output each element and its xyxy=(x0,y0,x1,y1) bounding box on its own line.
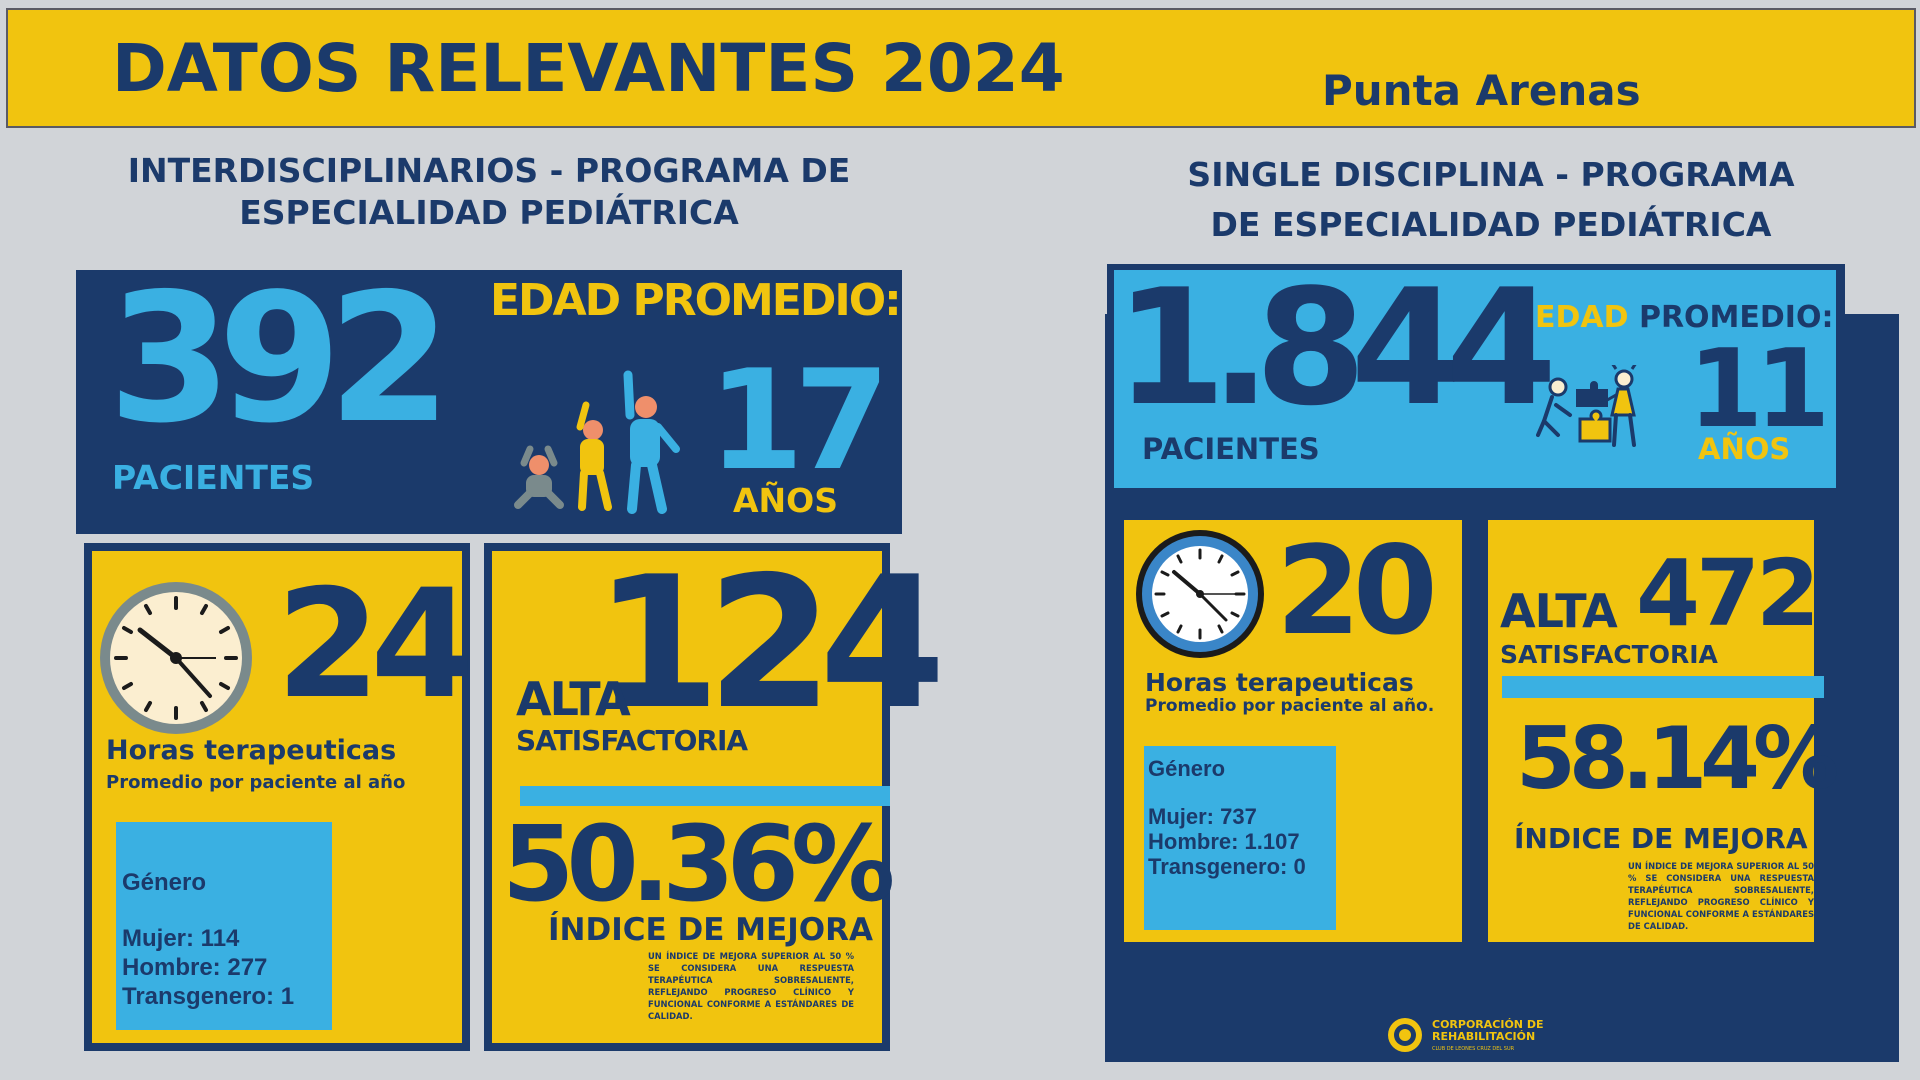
left-hours-value: 24 xyxy=(276,558,475,732)
right-gender-men: Hombre: 1.107 xyxy=(1148,829,1300,854)
left-gender-box: Género Mujer: 114 Hombre: 277 Transgener… xyxy=(116,822,332,1030)
left-improvement-note: UN ÍNDICE DE MEJORA SUPERIOR AL 50 % SE … xyxy=(648,951,854,1021)
header-bar xyxy=(6,8,1916,128)
right-section-title: SINGLE DISCIPLINA - PROGRAMA DE ESPECIAL… xyxy=(1105,150,1877,250)
right-alta-card xyxy=(1478,510,1824,952)
right-improvement-note: UN ÍNDICE DE MEJORA SUPERIOR AL 50 % SE … xyxy=(1628,861,1814,931)
right-age-unit: AÑOS xyxy=(1698,432,1791,466)
left-age-title: EDAD PROMEDIO: xyxy=(490,275,902,326)
right-hours-value: 20 xyxy=(1276,520,1438,662)
left-section-title-line2: ESPECIALIDAD PEDIÁTRICA xyxy=(239,193,739,232)
logo-line3: CLUB DE LEONES CRUZ DEL SUR xyxy=(1432,1046,1515,1052)
right-improvement-value: 58.14% xyxy=(1516,709,1839,809)
left-age-value: 17 xyxy=(708,340,890,501)
children-puzzle-icon xyxy=(1536,365,1637,447)
left-patients-label: PACIENTES xyxy=(112,458,315,497)
right-age-title-part1: EDAD xyxy=(1535,300,1629,335)
location-label: Punta Arenas xyxy=(1322,66,1641,115)
right-section-title-line1: SINGLE DISCIPLINA - PROGRAMA xyxy=(1187,155,1795,194)
left-gender-trans: Transgenero: 1 xyxy=(122,983,295,1010)
left-section-title: INTERDISCIPLINARIOS - PROGRAMA DE ESPECI… xyxy=(76,150,902,234)
right-alta-label: ALTA xyxy=(1500,584,1618,638)
left-alta-label: ALTA xyxy=(516,672,631,726)
left-patients-panel xyxy=(76,270,902,534)
left-age-unit: AÑOS xyxy=(733,481,838,520)
left-patients-count: 392 xyxy=(108,255,452,462)
left-section-title-line1: INTERDISCIPLINARIOS - PROGRAMA DE xyxy=(127,151,851,190)
right-gender-women: Mujer: 737 xyxy=(1148,804,1257,829)
clock-icon xyxy=(1136,530,1264,658)
right-patients-panel xyxy=(1114,270,1836,488)
right-patients-label: PACIENTES xyxy=(1142,432,1320,466)
right-section-title-line2: DE ESPECIALIDAD PEDIÁTRICA xyxy=(1210,205,1772,244)
right-age-title: EDAD PROMEDIO: xyxy=(1535,300,1833,335)
organization-logo: CORPORACIÓN DE REHABILITACIÓN CLUB DE LE… xyxy=(1386,1012,1566,1060)
right-alta-value: 472 xyxy=(1636,540,1820,647)
right-hours-label: Horas terapeuticas xyxy=(1145,668,1414,697)
right-patients-count: 1.844 xyxy=(1115,254,1557,441)
left-alta-sub: SATISFACTORIA xyxy=(516,724,748,757)
left-alta-value: 124 xyxy=(594,537,946,749)
right-age-value: 11 xyxy=(1688,327,1830,452)
clock-icon xyxy=(100,582,252,734)
left-hours-label: Horas terapeuticas xyxy=(106,735,397,766)
left-gender-title: Género xyxy=(122,869,207,896)
right-age-title-part2: PROMEDIO: xyxy=(1638,300,1834,335)
right-gender-title: Género xyxy=(1148,756,1226,781)
right-gender-box: Género Mujer: 737 Hombre: 1.107 Transgen… xyxy=(1144,746,1336,930)
left-gender-men: Hombre: 277 xyxy=(122,954,268,981)
right-improvement-label: ÍNDICE DE MEJORA xyxy=(1514,822,1808,855)
left-divider xyxy=(520,786,890,806)
left-hours-sub: Promedio por paciente al año xyxy=(106,772,406,793)
lions-logo-icon xyxy=(1388,1018,1422,1052)
left-improvement-value: 50.36% xyxy=(502,803,895,925)
left-improvement-label: ÍNDICE DE MEJORA xyxy=(548,912,873,948)
logo-line2: REHABILITACIÓN xyxy=(1432,1030,1536,1043)
logo-line1: CORPORACIÓN DE xyxy=(1432,1018,1544,1031)
left-gender-women: Mujer: 114 xyxy=(122,925,240,952)
right-divider xyxy=(1502,676,1824,698)
right-hours-sub: Promedio por paciente al año. xyxy=(1145,696,1435,716)
page-title: DATOS RELEVANTES 2024 xyxy=(112,30,1065,107)
right-gender-trans: Transgenero: 0 xyxy=(1148,854,1306,879)
family-exercise-icon xyxy=(514,370,680,514)
right-alta-sub: SATISFACTORIA xyxy=(1500,640,1718,669)
